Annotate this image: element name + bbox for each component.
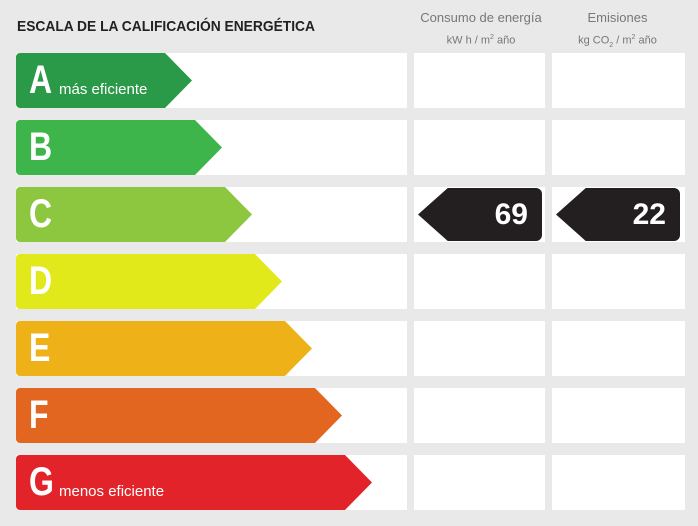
emissions-cell — [552, 53, 685, 108]
emissions-cell — [552, 254, 685, 309]
rating-letter: D — [29, 259, 53, 303]
rating-letter: B — [29, 125, 53, 169]
consumption-cell — [414, 455, 545, 510]
consumption-cell — [414, 254, 545, 309]
consumption-cell — [414, 53, 545, 108]
rating-arrow-c: C — [16, 187, 252, 242]
consumption-cell — [414, 120, 545, 175]
emissions-cell — [552, 321, 685, 376]
emissions-marker: 22 — [556, 188, 680, 241]
consumption-cell — [414, 388, 545, 443]
rating-arrow-g: G menos eficiente — [16, 455, 372, 510]
rating-note: más eficiente — [59, 81, 148, 98]
consumption-cell: 69 — [414, 187, 545, 242]
rating-arrow-d: D — [16, 254, 282, 309]
rating-letter: C — [29, 192, 53, 236]
rating-arrow-f: F — [16, 388, 342, 443]
rating-arrow-e: E — [16, 321, 312, 376]
rating-letter: F — [29, 393, 49, 437]
emissions-cell — [552, 388, 685, 443]
rating-note: menos eficiente — [59, 483, 165, 500]
rating-arrow-a: A más eficiente — [16, 53, 192, 108]
rating-letter: A — [29, 58, 53, 102]
rating-arrow-b: B — [16, 120, 222, 175]
consumption-header: Consumo de energía kW h / m2 año — [412, 8, 550, 51]
rating-letter: G — [29, 460, 54, 504]
emissions-label: Emisiones — [587, 10, 648, 25]
emissions-cell — [552, 120, 685, 175]
consumption-unit: kW h / m2 año — [446, 34, 516, 47]
emissions-cell: 22 — [552, 187, 685, 242]
emissions-unit: kg CO2 / m2 año — [578, 34, 657, 49]
page-title: ESCALA DE LA CALIFICACIÓN ENERGÉTICA — [17, 18, 315, 35]
consumption-cell — [414, 321, 545, 376]
emissions-header: Emisiones kg CO2 / m2 año — [550, 8, 685, 56]
rating-letter: E — [29, 326, 51, 370]
consumption-label: Consumo de energía — [420, 10, 542, 25]
emissions-cell — [552, 455, 685, 510]
consumption-marker: 69 — [418, 188, 542, 241]
